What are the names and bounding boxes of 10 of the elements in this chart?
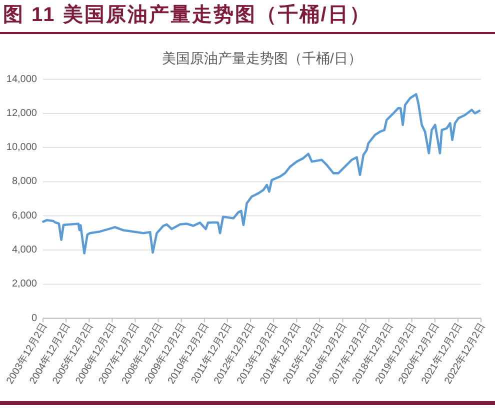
y-tick-label: 0 bbox=[31, 312, 38, 324]
y-tick-label: 12,000 bbox=[6, 108, 38, 119]
y-tick-label: 14,000 bbox=[6, 74, 38, 85]
y-tick-label: 10,000 bbox=[6, 142, 38, 154]
y-tick-label: 6,000 bbox=[12, 210, 38, 222]
y-tick-label: 8,000 bbox=[12, 176, 38, 188]
chart-subtitle: 美国原油产量走势图（千桶/日） bbox=[162, 50, 362, 66]
y-tick-label: 4,000 bbox=[12, 244, 38, 256]
y-tick-label: 2,000 bbox=[12, 278, 38, 290]
chart-title: 图 11 美国原油产量走势图（千桶/日） bbox=[3, 3, 371, 27]
